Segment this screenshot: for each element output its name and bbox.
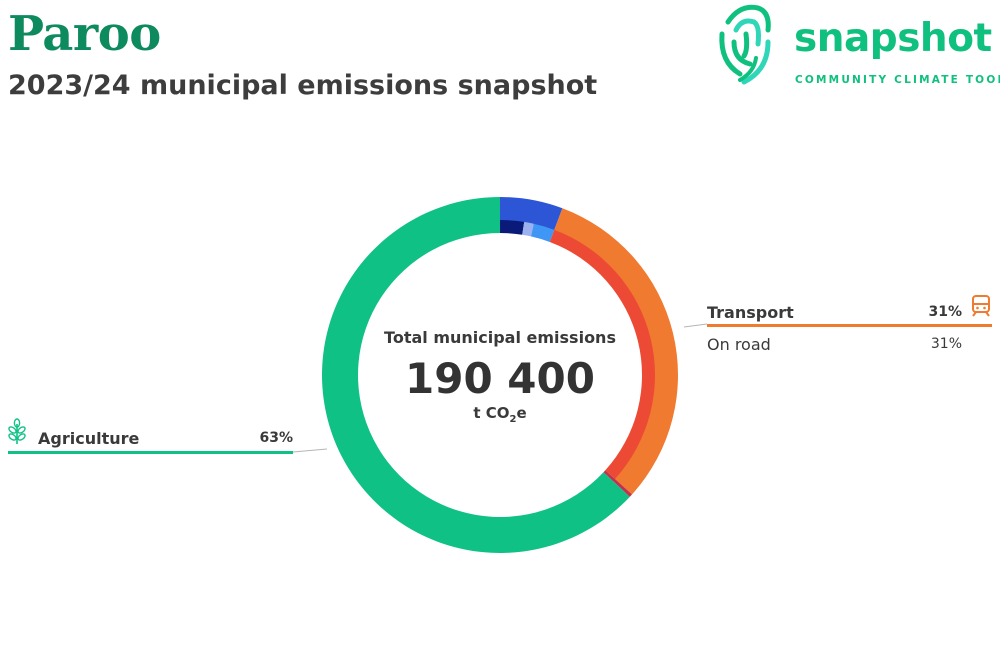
wheat-icon	[8, 418, 26, 444]
outer-ring-segment-agriculture	[322, 197, 630, 553]
agriculture-leader-line	[292, 448, 328, 453]
inner-ring-segment-on-road	[549, 229, 656, 479]
inner-ring-segment-agriculture	[344, 220, 613, 530]
center-title: Total municipal emissions	[384, 328, 616, 347]
transport-label: Transport	[707, 303, 794, 322]
page-title: Paroo	[8, 6, 161, 62]
transport-bar	[707, 324, 992, 327]
outer-ring-segment-energy	[500, 197, 563, 231]
outer-ring-segment-waste	[612, 478, 633, 497]
agriculture-bar	[8, 451, 293, 454]
logo-wordmark: snapshot	[794, 16, 992, 61]
inner-ring-segment-energy-blue	[530, 223, 555, 243]
agriculture-label: Agriculture	[38, 429, 140, 448]
center-total: 190 400	[405, 354, 595, 403]
inner-ring	[344, 220, 656, 530]
agriculture-pct: 63%	[259, 430, 293, 446]
inner-ring-segment-energy-dark	[500, 220, 525, 235]
fingerprint-icon	[719, 4, 771, 85]
page-subtitle: 2023/24 municipal emissions snapshot	[8, 70, 598, 101]
inner-ring-segment-waste	[603, 470, 615, 482]
transport-pct: 31%	[928, 304, 962, 320]
center-unit: t CO2e	[473, 404, 527, 425]
snapshot-logo: snapshot COMMUNITY CLIMATE TOOL	[710, 0, 1000, 92]
inner-ring-segment-energy-light	[522, 221, 534, 237]
train-icon	[972, 295, 990, 317]
on-road-label: On road	[707, 335, 771, 354]
transport-leader-line	[683, 323, 708, 328]
on-road-pct: 31%	[930, 336, 962, 352]
logo-tagline: COMMUNITY CLIMATE TOOL	[795, 74, 1000, 86]
